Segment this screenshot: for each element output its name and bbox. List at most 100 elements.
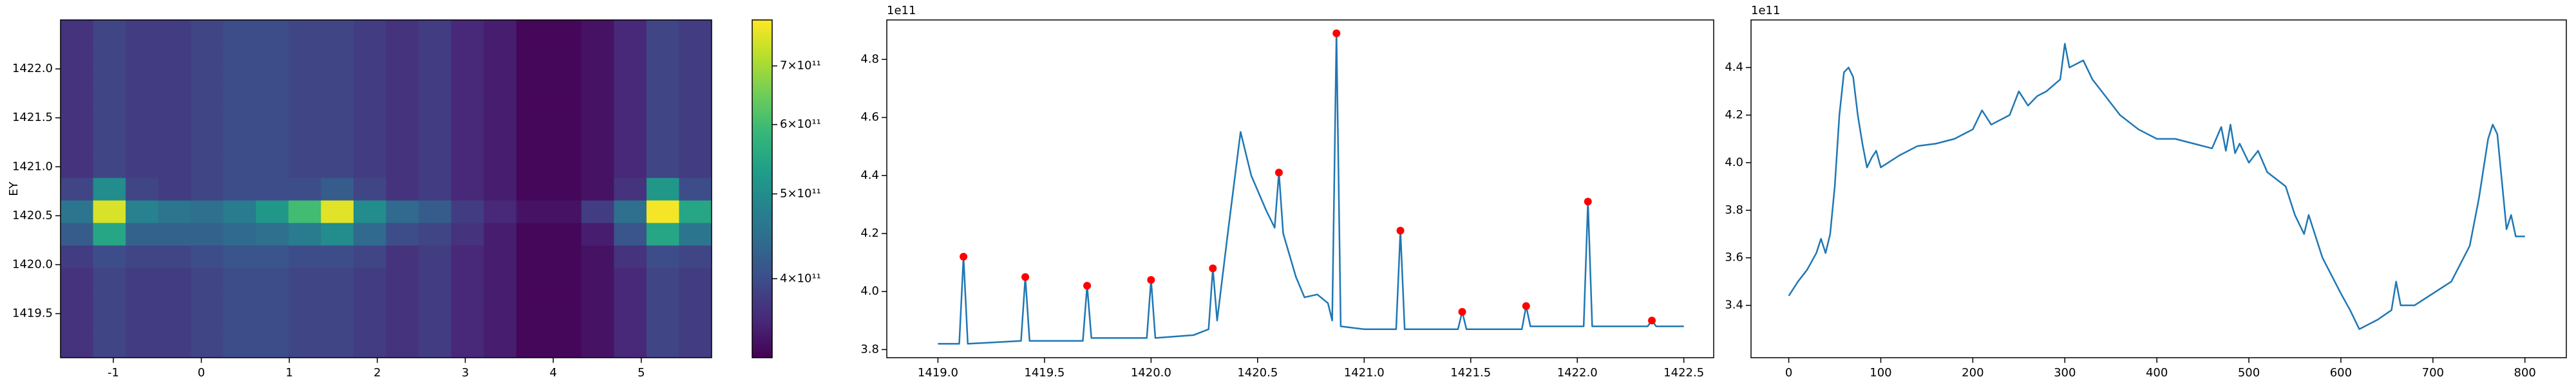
colorbar-swatch	[752, 78, 772, 82]
y-tick-label: 1420.0	[12, 257, 53, 271]
heatmap-cell	[61, 223, 94, 246]
heatmap-cell	[223, 200, 256, 223]
colorbar-swatch	[752, 211, 772, 215]
heatmap-cell	[158, 200, 191, 223]
colorbar-swatch	[752, 264, 772, 268]
heatmap-cell	[614, 110, 647, 133]
heatmap-cell	[646, 245, 680, 268]
heatmap-cell	[646, 110, 680, 133]
heatmap-cell	[646, 87, 680, 111]
peak-marker	[1209, 264, 1217, 273]
heatmap-cell	[679, 268, 712, 291]
heatmap-cell	[516, 268, 549, 291]
x-tick-label: 1	[285, 366, 292, 380]
heatmap-cell	[223, 335, 256, 358]
colorbar-swatch	[752, 20, 772, 23]
colorbar-swatch	[752, 149, 772, 153]
colorbar-swatch	[752, 186, 772, 190]
colorbar-tick-label: 6×10¹¹	[780, 118, 821, 131]
heatmap-cell	[549, 178, 582, 201]
colorbar-swatch	[752, 160, 772, 164]
heatmap-cell	[386, 65, 419, 88]
colorbar-swatch	[752, 158, 772, 161]
colorbar-swatch	[752, 107, 772, 111]
heatmap-cell	[386, 87, 419, 111]
heatmap-cell	[126, 155, 159, 178]
colorbar-swatch	[752, 315, 772, 319]
heatmap-cell	[158, 178, 191, 201]
heatmap-cell	[223, 20, 256, 43]
heatmap-cell	[288, 65, 321, 88]
heatmap-cell	[353, 335, 387, 358]
colorbar-swatch	[752, 39, 772, 43]
colorbar-swatch	[752, 270, 772, 274]
heatmap-cell	[549, 155, 582, 178]
heatmap-cell	[288, 245, 321, 268]
heatmap-cell	[61, 245, 94, 268]
colorbar-swatch	[752, 96, 772, 100]
heatmap-cell	[256, 178, 289, 201]
heatmap-cell	[353, 178, 387, 201]
colorbar-swatch	[752, 228, 772, 232]
heatmap-cell	[191, 313, 224, 336]
x-tick-label: 1422.5	[1663, 366, 1704, 380]
peak-marker	[1083, 282, 1092, 290]
x-tick-label: 2	[374, 366, 381, 380]
heatmap-cell	[353, 313, 387, 336]
heatmap-cell	[484, 155, 517, 178]
heatmap-cell	[516, 313, 549, 336]
heatmap-cell	[646, 200, 680, 223]
heatmap-cell	[484, 133, 517, 156]
heatmap-cell	[484, 200, 517, 223]
heatmap-cell	[679, 110, 712, 133]
heatmap-cell	[549, 313, 582, 336]
heatmap-cell	[419, 155, 452, 178]
heatmap-cell	[451, 268, 484, 291]
heatmap-cell	[256, 133, 289, 156]
heatmap-cell	[321, 223, 354, 246]
heatmap-cell	[614, 200, 647, 223]
y-tick-label: 4.4	[1725, 60, 1743, 74]
x-tick-label: 1422.0	[1557, 366, 1598, 380]
heatmap-cell	[549, 245, 582, 268]
colorbar-swatch	[752, 84, 772, 88]
offset-label: 1e11	[887, 4, 916, 17]
heatmap-cell	[614, 290, 647, 313]
heatmap-cell	[61, 268, 94, 291]
heatmap-cell	[386, 110, 419, 133]
heatmap-cell	[223, 133, 256, 156]
x-tick-label: -1	[108, 366, 119, 380]
heatmap-cell	[126, 223, 159, 246]
heatmap-cell	[614, 245, 647, 268]
heatmap-cell	[93, 42, 126, 66]
heatmap-cell	[646, 42, 680, 66]
colorbar-swatch	[752, 223, 772, 226]
heatmap-cell	[386, 155, 419, 178]
heatmap-cell	[581, 20, 614, 43]
heatmap-cell	[126, 290, 159, 313]
colorbar-swatch	[752, 324, 772, 327]
heatmap-cell	[223, 42, 256, 66]
colorbar-swatch	[752, 135, 772, 139]
colorbar-swatch	[752, 59, 772, 63]
heatmap-cell	[256, 20, 289, 43]
heatmap-cell	[581, 178, 614, 201]
x-tick-label: 400	[2146, 366, 2168, 380]
colorbar-swatch	[752, 183, 772, 187]
heatmap-cell	[223, 110, 256, 133]
heatmap-cell	[679, 42, 712, 66]
heatmap-cell	[581, 313, 614, 336]
colorbar-swatch	[752, 129, 772, 133]
heatmap-cell	[516, 42, 549, 66]
colorbar-swatch	[752, 276, 772, 280]
heatmap-cell	[321, 200, 354, 223]
heatmap-cell	[581, 223, 614, 246]
colorbar-swatch	[752, 188, 772, 192]
x-tick-label: 500	[2238, 366, 2260, 380]
y-tick-label: 3.8	[860, 342, 879, 356]
heatmap-cell	[288, 290, 321, 313]
heatmap-cell	[61, 87, 94, 111]
x-tick-label: 100	[1870, 366, 1891, 380]
heatmap-cell	[516, 200, 549, 223]
heatmap-cell	[386, 335, 419, 358]
